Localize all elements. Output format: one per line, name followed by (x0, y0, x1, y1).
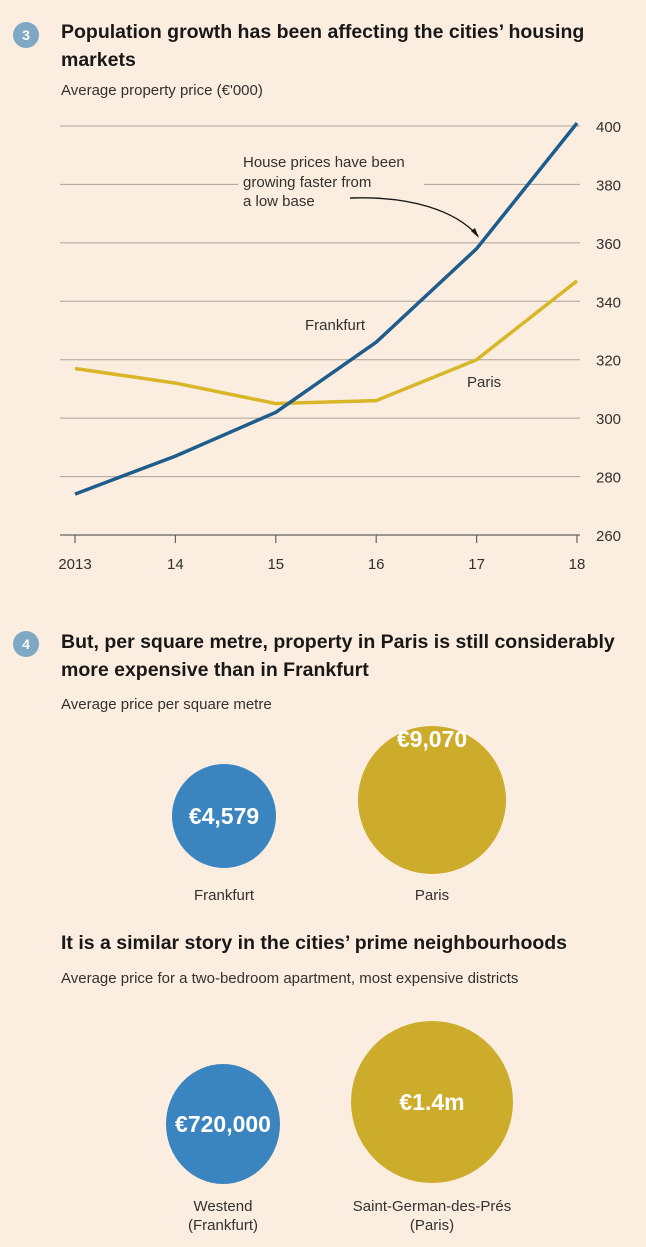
y-tick-label-320: 320 (596, 353, 621, 370)
bubble-saint-germain: €1.4m (351, 1021, 513, 1183)
annotation-arrow (349, 197, 479, 237)
x-tick-label-16: 16 (368, 556, 385, 573)
section-5-title: It is a similar story in the cities’ pri… (61, 932, 568, 954)
y-tick-label-280: 280 (596, 470, 621, 487)
x-axis: 2013 14 15 16 17 18 (58, 534, 586, 573)
annotation-line-3: a low base (243, 193, 315, 210)
chart-series (74, 121, 579, 496)
y-tick-label-360: 360 (596, 236, 621, 253)
bubble-label-saint-germain: Saint-German-des-Prés (Paris) (353, 1197, 511, 1235)
chart-subtitle: Average property price (€'000) (61, 82, 263, 99)
section-4-title: But, per square metre, property in Paris… (61, 631, 615, 681)
section-4-subtitle: Average price per square metre (61, 696, 272, 713)
series-line-paris (74, 279, 579, 406)
line-chart: 2013 14 15 16 17 18 260280300320340360380400 … (58, 119, 621, 573)
annotation-line-1: House prices have been (243, 154, 405, 171)
x-tick-label-14: 14 (167, 556, 184, 573)
x-tick-label-2013: 2013 (58, 556, 91, 573)
bubble-label-paris: Paris (414, 887, 450, 904)
bubble-label-frankfurt: Frankfurt (193, 887, 255, 904)
section-badge-4: 4 (13, 631, 39, 657)
bubble-paris: €9,070 (358, 726, 506, 874)
y-axis-ticks: 260 280 300 320 340 360 380 400 (596, 119, 621, 545)
annotation-line-2: growing faster from (243, 174, 371, 191)
section-badge-3: 3 (13, 22, 39, 48)
x-tick-label-18: 18 (569, 556, 586, 573)
y-tick-label-260: 260 (596, 528, 621, 545)
bubble-frankfurt: €4,579 (172, 764, 276, 868)
x-tick-label-17: 17 (468, 556, 485, 573)
series-label-frankfurt: Frankfurt (305, 317, 366, 334)
y-tick-label-300: 300 (596, 411, 621, 428)
x-tick-label-15: 15 (267, 556, 284, 573)
section-5-subtitle: Average price for a two-bedroom apartmen… (61, 970, 519, 987)
bubble-label-saint-germain-line2: (Paris) (409, 1217, 455, 1234)
series-label-paris: Paris (467, 374, 501, 391)
y-tick-label-400: 400 (596, 119, 621, 136)
annotation-background (238, 150, 424, 212)
chart-title: Population growth has been affecting the… (61, 21, 585, 71)
y-tick-label-340: 340 (596, 294, 621, 311)
bubble-westend: €720,000 (166, 1064, 280, 1184)
series-line-frankfurt (74, 121, 579, 496)
y-tick-label-380: 380 (596, 177, 621, 194)
bubble-label-westend: Westend (Frankfurt) (188, 1197, 258, 1235)
chart-annotation: House prices have been growing faster fr… (238, 150, 479, 238)
bubble-label-westend-line1: Westend (193, 1198, 253, 1215)
annotation-arrowhead (471, 228, 479, 238)
bubble-label-saint-germain-line1: Saint-German-des-Prés (352, 1198, 512, 1215)
bubble-label-westend-line2: (Frankfurt) (187, 1217, 259, 1234)
